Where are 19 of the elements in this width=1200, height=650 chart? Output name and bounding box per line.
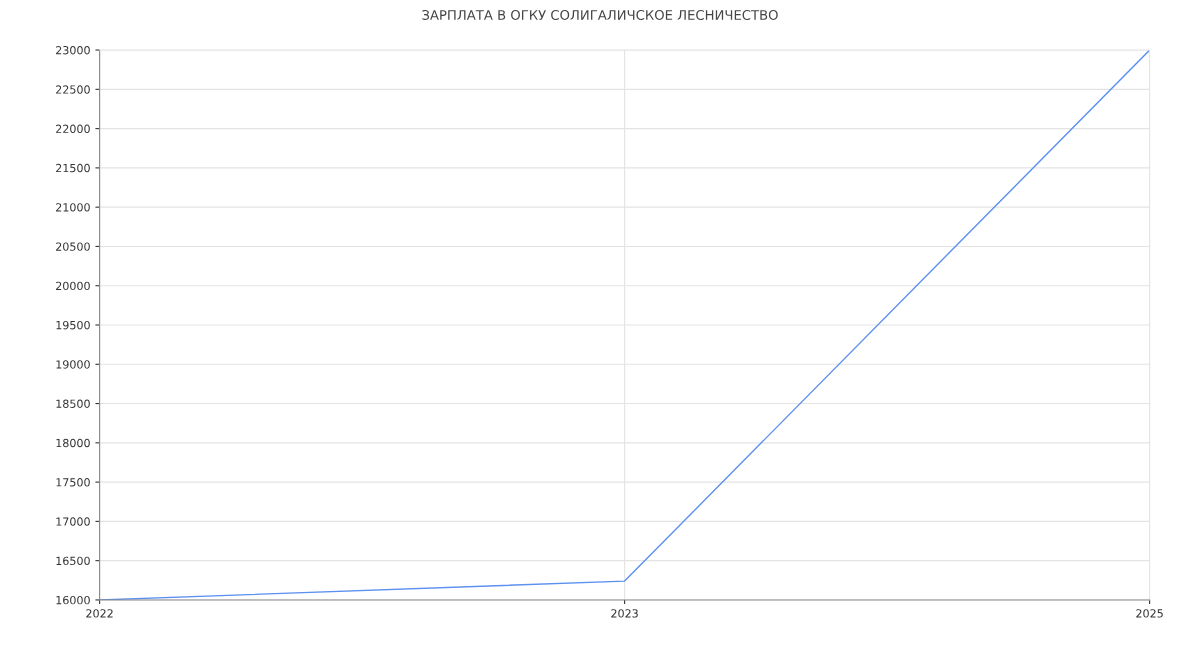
y-tick-label: 23000 xyxy=(56,46,90,55)
y-tick-label: 18500 xyxy=(56,399,90,408)
y-tick-label: 16500 xyxy=(56,556,90,566)
x-tick-label: 2025 xyxy=(1136,609,1163,618)
y-tick-label: 21500 xyxy=(56,163,90,173)
y-tick-label: 19000 xyxy=(56,360,90,369)
chart-title: ЗАРПЛАТА В ОГКУ СОЛИГАЛИЧСКОЕ ЛЕСНИЧЕСТВО xyxy=(422,9,778,20)
y-tick-label: 17000 xyxy=(56,517,90,526)
y-tick-label: 21000 xyxy=(56,203,90,212)
y-tick-label: 18000 xyxy=(56,438,90,448)
y-tick-label: 22000 xyxy=(56,124,90,133)
y-tick-label: 16000 xyxy=(56,595,90,605)
y-tick-label: 19500 xyxy=(56,320,90,330)
x-tick-label: 2023 xyxy=(611,609,638,618)
y-tick-label: 20000 xyxy=(56,281,90,291)
x-tick-label: 2022 xyxy=(86,609,113,618)
y-tick-label: 22500 xyxy=(56,85,90,94)
y-tick-label: 17500 xyxy=(56,478,90,487)
y-tick-label: 20500 xyxy=(56,242,90,251)
